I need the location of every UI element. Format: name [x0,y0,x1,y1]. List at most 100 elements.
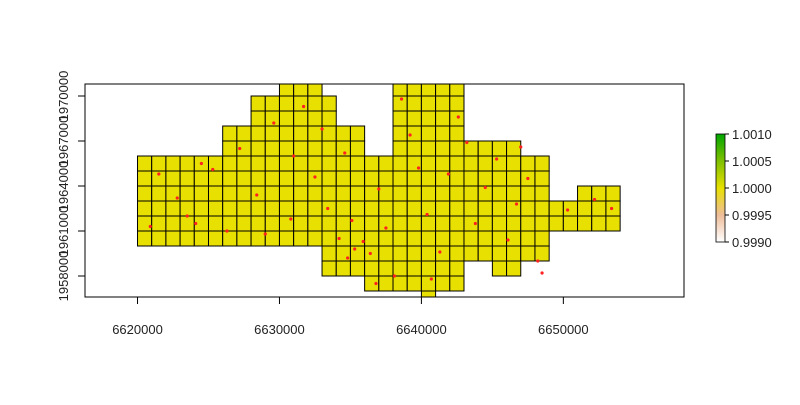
raster-cell [449,110,465,127]
raster-cell [449,155,465,172]
raster-cell [477,155,493,172]
raster-cell [534,170,550,187]
raster-cell [605,215,621,232]
raster-cell [236,230,252,247]
raster-cell [222,215,238,232]
raster-cell [392,275,408,292]
y-tick-label: 1961000 [56,206,71,257]
raster-cell [151,230,167,247]
raster-cell [278,125,295,142]
y-tick-label: 1964000 [56,161,71,212]
raster-cell [406,200,422,217]
raster-cell [278,200,295,217]
raster-cell [506,185,522,202]
point [526,176,530,181]
point [157,172,161,176]
raster-cell [449,200,465,217]
raster-cell [477,170,493,187]
raster-cell [392,84,408,97]
raster-cell [477,215,493,232]
raster-cell [193,230,209,247]
raster-cell [491,260,508,277]
point [566,208,570,212]
raster-cell [293,155,309,172]
raster-cell [307,185,323,202]
point [353,247,357,251]
point [289,217,293,221]
raster-cell [293,84,309,97]
raster-cell [392,125,408,142]
raster-cell [420,185,437,202]
raster-cell [520,230,536,247]
raster-cell [207,200,224,217]
raster-cell [406,185,422,202]
raster-cell [491,140,508,157]
raster-cell [222,155,238,172]
raster-cell [137,155,153,172]
raster-cell [207,185,224,202]
raster-cell [435,110,451,127]
raster-cell [222,170,238,187]
raster-cell [577,185,593,202]
point [255,193,259,197]
point [326,206,330,211]
raster-cell [165,230,181,247]
raster-cell [378,230,394,247]
raster-cell [406,260,422,277]
raster-cell [420,110,437,127]
raster-cell [392,230,408,247]
colorbar [715,133,726,243]
raster-cell [378,275,394,292]
raster-cell [293,95,309,112]
point [350,218,354,223]
point [429,277,433,281]
raster-cell [406,245,422,262]
raster-cell [264,230,280,247]
raster-cell [406,84,422,97]
raster-cell [605,185,621,202]
raster-cell [364,200,380,217]
raster-cell [364,185,380,202]
raster-cell [250,200,266,217]
raster-cell [207,215,224,232]
point [473,221,477,226]
point [592,197,597,202]
raster-cell [321,185,337,202]
raster-cell [406,95,422,112]
raster-cell [435,155,451,172]
x-tick-label: 6640000 [396,322,447,337]
raster-cell [477,140,493,157]
raster-cell [307,110,323,127]
raster-cell [378,185,394,202]
raster-cell [222,200,238,217]
point [384,226,388,230]
raster-cell [591,200,607,217]
raster-cell [534,245,550,262]
raster-cell [378,155,394,172]
point [292,154,296,158]
raster-cell [307,215,323,232]
raster-cell [307,84,323,97]
raster-cell [179,185,195,202]
point [495,157,499,161]
raster-cell [278,185,295,202]
raster-cell [264,170,280,187]
raster-cell [406,125,422,142]
raster-cell [278,155,295,172]
raster-cell [250,95,266,112]
raster-cell [463,185,479,202]
colorbar-tick-label: 1.0005 [732,154,772,169]
raster-cell [137,170,153,187]
raster-cell [193,185,209,202]
raster-cell [477,230,493,247]
raster-cell [264,215,280,232]
raster-cell [378,170,394,187]
raster-cell [264,110,280,127]
raster-cell [321,170,337,187]
y-tick-label: 1958000 [56,251,71,302]
raster-cell [520,245,536,262]
point [211,167,215,172]
raster-cell [378,260,394,277]
raster-cell [264,140,280,157]
raster-cell [179,170,195,187]
